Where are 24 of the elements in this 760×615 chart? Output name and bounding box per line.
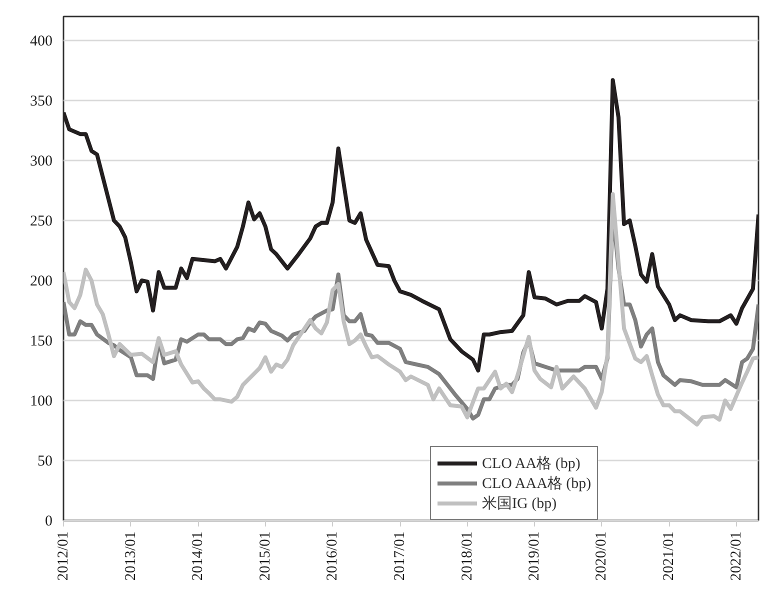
y-tick-label: 400 — [30, 34, 52, 50]
y-tick-label: 200 — [30, 274, 52, 290]
y-tick-label: 150 — [30, 334, 52, 350]
legend-label: CLO AAA格 (bp) — [482, 474, 592, 492]
x-tick-label: 2021/01 — [661, 531, 678, 581]
x-tick-label: 2014/01 — [190, 531, 206, 581]
x-tick-label: 2020/01 — [594, 531, 610, 581]
x-tick-label: 2015/01 — [257, 531, 274, 581]
line-series — [64, 78, 758, 372]
y-tick-label: 100 — [30, 394, 52, 410]
y-tick-label: 300 — [30, 154, 52, 170]
y-tick-label: 250 — [30, 214, 52, 230]
x-tick-label: 2022/01 — [728, 531, 744, 581]
y-tick-label: 0 — [45, 514, 52, 530]
x-tick-label: 2017/01 — [392, 531, 408, 581]
x-tick-label: 2012/01 — [56, 531, 72, 581]
y-tick-label: 50 — [38, 454, 52, 470]
legend-label: CLO AA格 (bp) — [482, 454, 580, 472]
legend-label: 米国IG (bp) — [482, 494, 557, 512]
y-tick-label: 350 — [30, 94, 52, 110]
x-tick-label: 2013/01 — [122, 531, 139, 581]
x-tick-label: 2016/01 — [324, 531, 341, 581]
x-tick-label: 2019/01 — [526, 531, 543, 581]
x-tick-label: 2018/01 — [459, 531, 476, 581]
